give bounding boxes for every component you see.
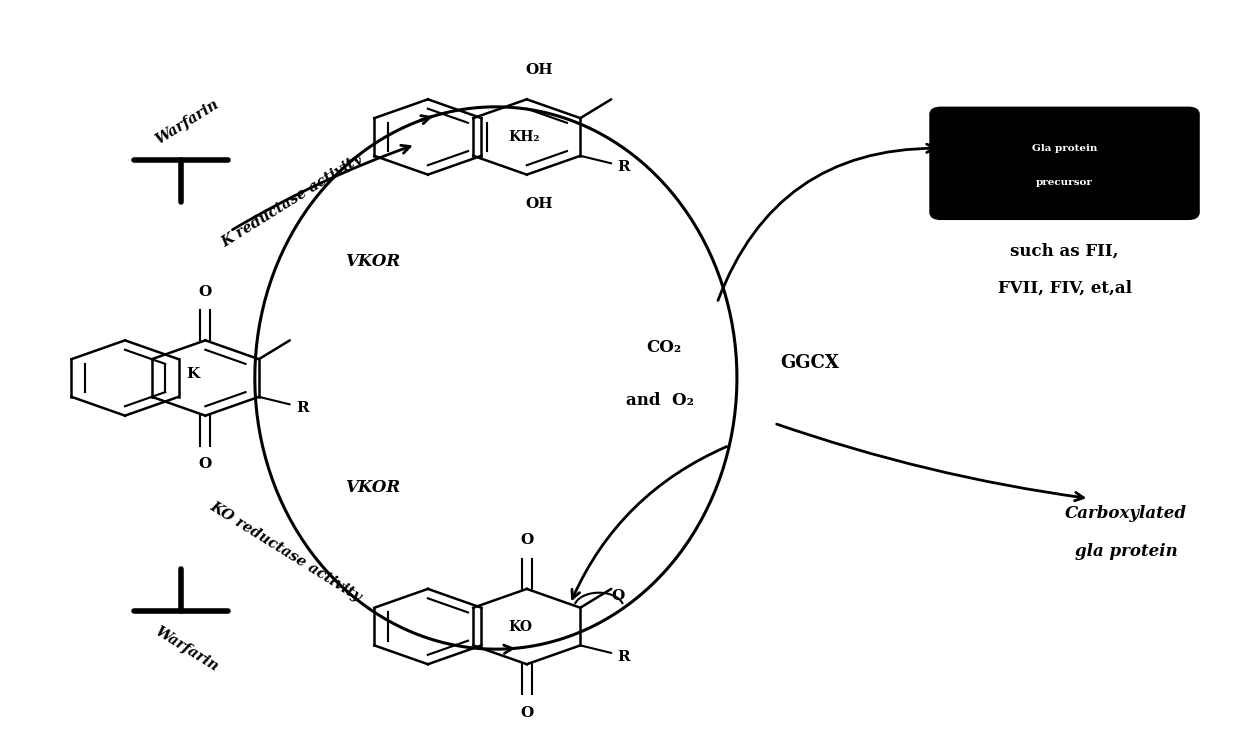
- Text: KO reductase activity: KO reductase activity: [207, 499, 364, 604]
- Text: KO: KO: [508, 620, 533, 634]
- Text: OH: OH: [525, 63, 553, 76]
- Text: Carboxylated: Carboxylated: [1066, 505, 1187, 522]
- Text: O: O: [611, 590, 624, 603]
- Text: and  O₂: and O₂: [626, 392, 694, 409]
- Text: Warfarin: Warfarin: [152, 624, 221, 674]
- Text: gla protein: gla protein: [1075, 543, 1178, 559]
- Text: R: R: [617, 649, 629, 664]
- Text: CO₂: CO₂: [647, 339, 681, 356]
- Text: R: R: [296, 401, 309, 415]
- Text: GGCX: GGCX: [781, 354, 839, 372]
- Text: K reductase activity: K reductase activity: [219, 152, 364, 250]
- Text: O: O: [198, 457, 212, 471]
- Text: precursor: precursor: [1036, 178, 1093, 187]
- Text: R: R: [617, 160, 629, 174]
- Text: FVII, FIV, et,al: FVII, FIV, et,al: [997, 280, 1131, 297]
- Text: O: O: [520, 534, 534, 547]
- Text: Warfarin: Warfarin: [152, 97, 221, 147]
- Text: Gla protein: Gla protein: [1032, 144, 1098, 153]
- Text: KH₂: KH₂: [509, 130, 540, 144]
- Text: O: O: [198, 285, 212, 299]
- Text: O: O: [520, 705, 534, 720]
- Text: OH: OH: [525, 197, 553, 211]
- Text: K: K: [186, 367, 199, 381]
- FancyBboxPatch shape: [930, 108, 1198, 218]
- Text: such as FII,: such as FII,: [1010, 243, 1119, 259]
- Text: VKOR: VKOR: [344, 253, 400, 270]
- Text: VKOR: VKOR: [344, 479, 400, 496]
